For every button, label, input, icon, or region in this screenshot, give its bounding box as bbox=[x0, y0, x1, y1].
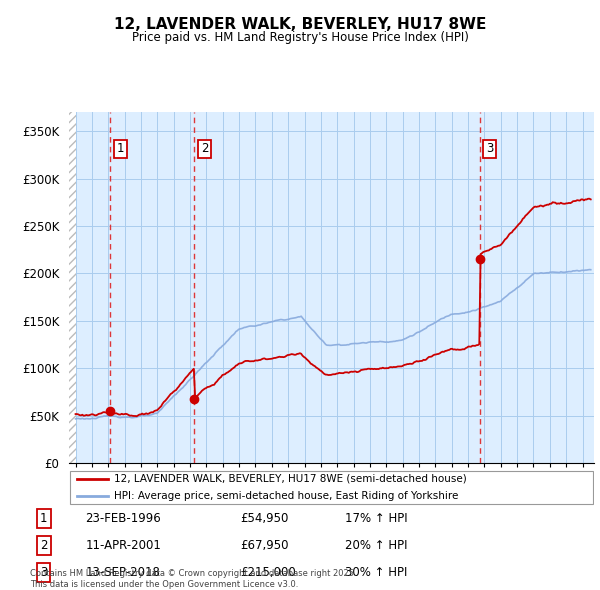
Text: 3: 3 bbox=[40, 566, 47, 579]
Text: 17% ↑ HPI: 17% ↑ HPI bbox=[344, 512, 407, 525]
Text: 3: 3 bbox=[486, 142, 493, 155]
Text: 12, LAVENDER WALK, BEVERLEY, HU17 8WE (semi-detached house): 12, LAVENDER WALK, BEVERLEY, HU17 8WE (s… bbox=[113, 474, 466, 484]
Text: 13-SEP-2018: 13-SEP-2018 bbox=[85, 566, 160, 579]
Text: 2: 2 bbox=[40, 539, 47, 552]
Text: 1: 1 bbox=[117, 142, 124, 155]
Bar bbox=[69, 112, 76, 463]
Text: £54,950: £54,950 bbox=[240, 512, 288, 525]
Text: £215,000: £215,000 bbox=[240, 566, 296, 579]
Text: 30% ↑ HPI: 30% ↑ HPI bbox=[344, 566, 407, 579]
Text: 11-APR-2001: 11-APR-2001 bbox=[85, 539, 161, 552]
FancyBboxPatch shape bbox=[70, 470, 593, 504]
Text: 20% ↑ HPI: 20% ↑ HPI bbox=[344, 539, 407, 552]
Bar bbox=[69, 112, 76, 463]
Text: Price paid vs. HM Land Registry's House Price Index (HPI): Price paid vs. HM Land Registry's House … bbox=[131, 31, 469, 44]
Text: 12, LAVENDER WALK, BEVERLEY, HU17 8WE: 12, LAVENDER WALK, BEVERLEY, HU17 8WE bbox=[114, 17, 486, 31]
Text: HPI: Average price, semi-detached house, East Riding of Yorkshire: HPI: Average price, semi-detached house,… bbox=[113, 491, 458, 502]
Text: 1: 1 bbox=[40, 512, 47, 525]
Text: £67,950: £67,950 bbox=[240, 539, 288, 552]
Text: Contains HM Land Registry data © Crown copyright and database right 2025.
This d: Contains HM Land Registry data © Crown c… bbox=[30, 569, 356, 589]
Text: 23-FEB-1996: 23-FEB-1996 bbox=[85, 512, 161, 525]
Text: 2: 2 bbox=[201, 142, 208, 155]
